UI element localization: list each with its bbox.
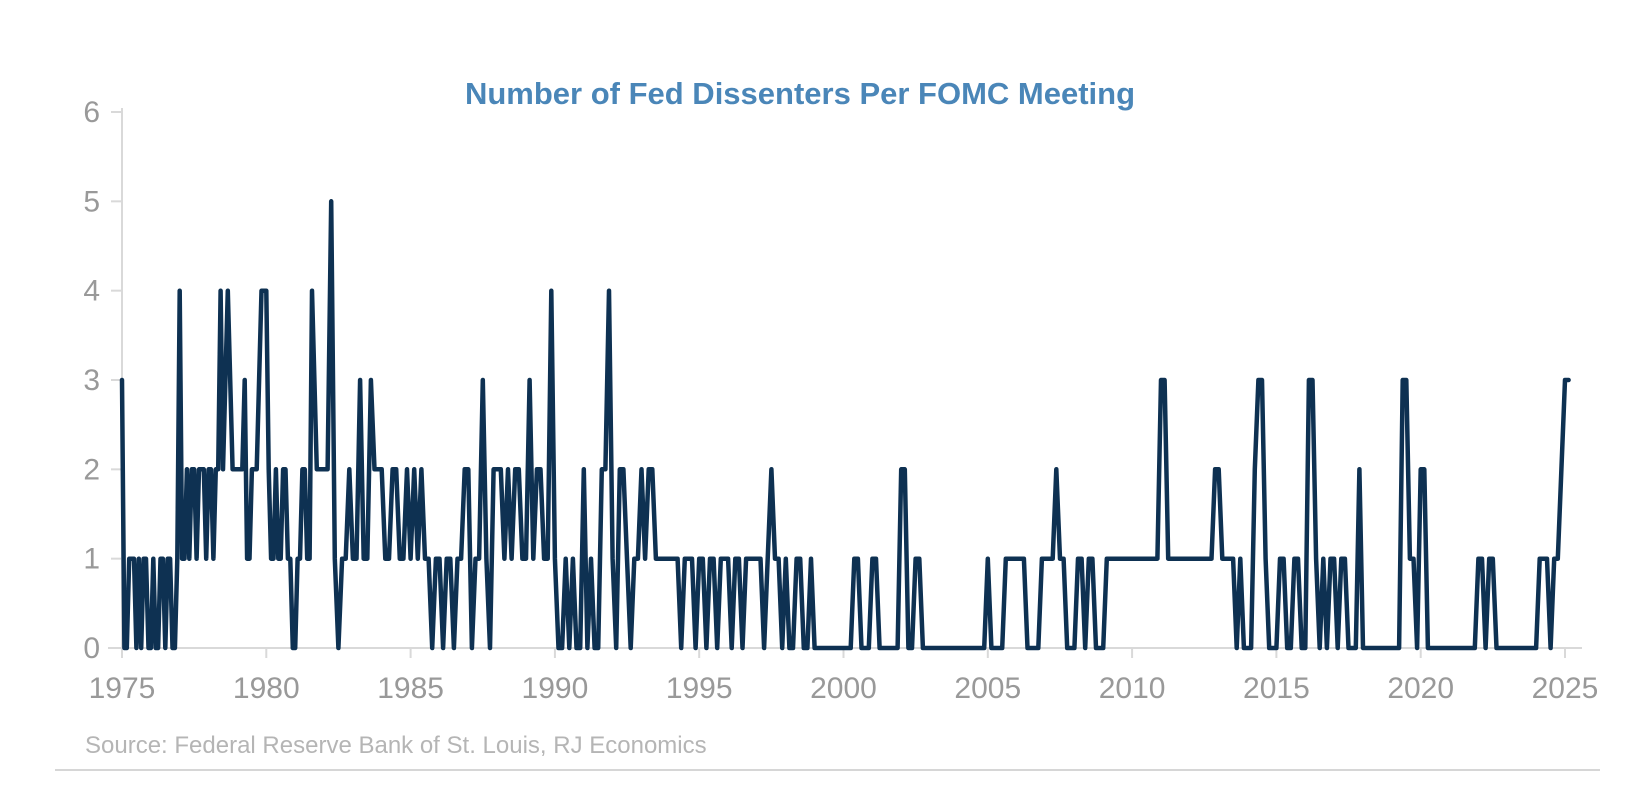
dissenters-per-meeting-line [119, 199, 1571, 651]
x-tick-label: 2005 [954, 672, 1021, 705]
y-tick-label: 1 [83, 543, 100, 576]
x-tick-label: 2010 [1099, 672, 1166, 705]
bottom-divider-line [55, 769, 1600, 771]
x-tick-label: 2000 [810, 672, 877, 705]
x-tick-label: 2025 [1532, 672, 1599, 705]
y-tick-label: 3 [83, 364, 100, 397]
x-tick-label: 1990 [522, 672, 589, 705]
x-tick-label: 2020 [1387, 672, 1454, 705]
y-tick-label: 5 [83, 185, 100, 218]
y-tick-label: 0 [83, 632, 100, 665]
x-tick-label: 2015 [1243, 672, 1310, 705]
chart-title: Number of Fed Dissenters Per FOMC Meetin… [464, 76, 1136, 111]
y-tick-label: 2 [83, 453, 100, 486]
x-tick-label: 1980 [233, 672, 300, 705]
y-tick-label: 4 [83, 275, 100, 308]
y-tick-label: 6 [83, 96, 100, 129]
x-tick-label: 1995 [666, 672, 733, 705]
source-note: Source: Federal Reserve Bank of St. Loui… [85, 732, 707, 759]
x-tick-label: 1975 [89, 672, 156, 705]
x-tick-label: 1985 [377, 672, 444, 705]
